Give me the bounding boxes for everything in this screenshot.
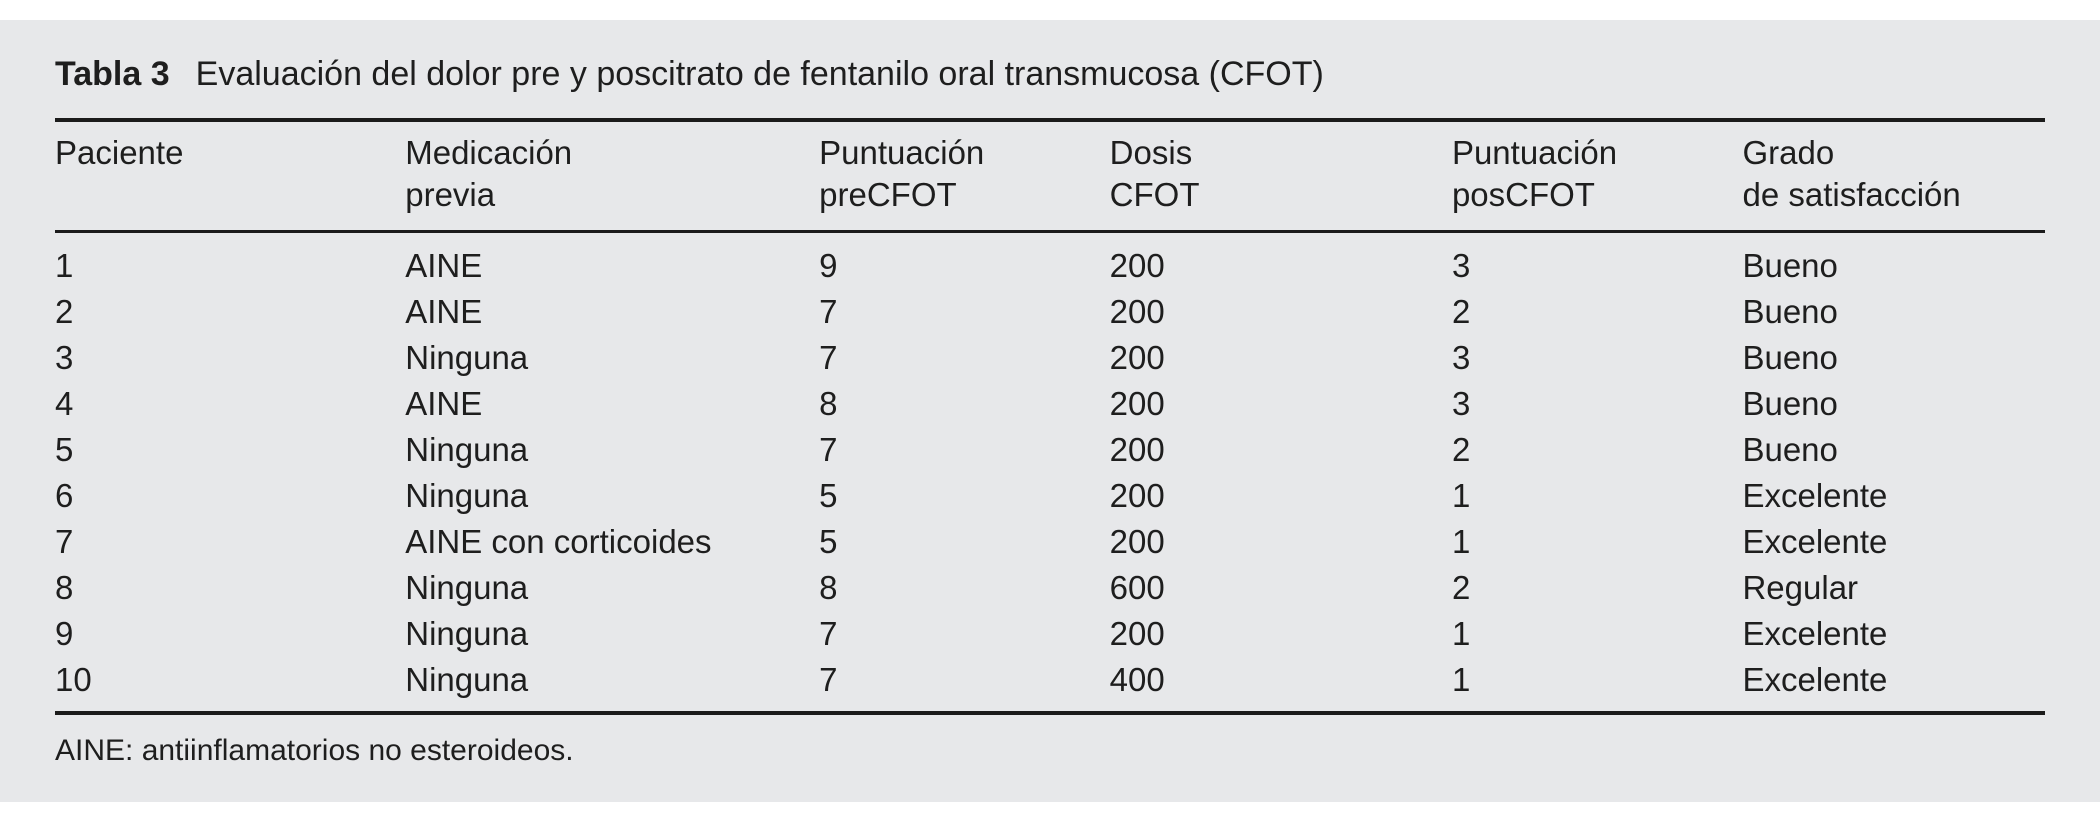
cell-grado-satisfaccion: Bueno [1742, 293, 1838, 330]
cell-paciente: 2 [55, 293, 74, 330]
cell-paciente: 8 [55, 569, 74, 606]
cell-puntuacion-poscfot: 2 [1451, 569, 1471, 606]
cell-puntuacion-precfot: 9 [819, 247, 838, 284]
cell-paciente: 4 [55, 385, 74, 422]
cell-puntuacion-precfot: 8 [819, 569, 838, 606]
table-body: 1 AINE 9 200 3 Bueno 2 AINE 7 200 2 Bueno 3 Ninguna 7 2… [55, 232, 2045, 713]
cell-puntuacion-precfot: 5 [819, 523, 838, 560]
cell-grado-satisfaccion: Bueno [1742, 431, 1838, 468]
cell-dosis-cfot: 600 [1109, 569, 1165, 606]
cell-dosis-cfot: 200 [1109, 385, 1165, 422]
cell-paciente: 10 [55, 661, 92, 698]
cell-dosis-cfot: 200 [1109, 247, 1165, 284]
data-table: Paciente Medicación previa Puntuación pr… [55, 118, 2045, 715]
cell-dosis-cfot: 200 [1109, 339, 1165, 376]
column-header-grado-satisfaccion: Grado de satisfacción [1742, 120, 2045, 233]
table-row: 8 Ninguna 8 600 2 Regular [55, 565, 2045, 611]
cell-dosis-cfot: 400 [1109, 661, 1165, 698]
table-row: 2 AINE 7 200 2 Bueno [55, 289, 2045, 335]
cell-dosis-cfot: 200 [1109, 431, 1165, 468]
column-header-dosis-cfot: Dosis CFOT [1109, 120, 1452, 233]
cell-medicacion-previa: Ninguna [405, 661, 529, 698]
cell-dosis-cfot: 200 [1109, 293, 1165, 330]
table-row: 7 AINE con corticoides 5 200 1 Excelente [55, 519, 2045, 565]
cell-puntuacion-poscfot: 1 [1451, 615, 1471, 652]
table-row: 9 Ninguna 7 200 1 Excelente [55, 611, 2045, 657]
cell-dosis-cfot: 200 [1109, 523, 1165, 560]
table-footnote: AINE: antiinflamatorios no esteroideos. [55, 734, 574, 767]
table-row: 1 AINE 9 200 3 Bueno [55, 232, 2045, 290]
cell-medicacion-previa: Ninguna [405, 339, 529, 376]
cell-dosis-cfot: 200 [1109, 615, 1165, 652]
cell-medicacion-previa: Ninguna [405, 615, 529, 652]
column-header-paciente: Paciente [55, 120, 406, 233]
table-row: 10 Ninguna 7 400 1 Excelente [55, 657, 2045, 713]
cell-paciente: 1 [55, 247, 74, 284]
cell-puntuacion-poscfot: 1 [1451, 661, 1471, 698]
cell-medicacion-previa: AINE con corticoides [405, 523, 712, 560]
table-row: 6 Ninguna 5 200 1 Excelente [55, 473, 2045, 519]
cell-medicacion-previa: Ninguna [405, 431, 529, 468]
cell-medicacion-previa: Ninguna [405, 477, 529, 514]
cell-puntuacion-precfot: 7 [819, 615, 838, 652]
cell-grado-satisfaccion: Bueno [1742, 247, 1838, 284]
cell-puntuacion-poscfot: 3 [1451, 339, 1471, 376]
cell-puntuacion-poscfot: 1 [1451, 523, 1471, 560]
table-row: 4 AINE 8 200 3 Bueno [55, 381, 2045, 427]
cell-puntuacion-poscfot: 3 [1451, 385, 1471, 422]
table-row: 3 Ninguna 7 200 3 Bueno [55, 335, 2045, 381]
cell-grado-satisfaccion: Excelente [1742, 523, 1888, 560]
cell-puntuacion-poscfot: 1 [1451, 477, 1471, 514]
cell-paciente: 7 [55, 523, 74, 560]
table-header-row: Paciente Medicación previa Puntuación pr… [55, 120, 2045, 233]
cell-puntuacion-precfot: 7 [819, 339, 838, 376]
table-panel: Tabla 3 Evaluación del dolor pre y poscit… [0, 20, 2100, 802]
cell-puntuacion-poscfot: 2 [1451, 293, 1471, 330]
cell-grado-satisfaccion: Bueno [1742, 339, 1838, 376]
cell-grado-satisfaccion: Excelente [1742, 661, 1888, 698]
column-header-medicacion-previa: Medicación previa [405, 120, 820, 233]
table-title: Evaluación del dolor pre y poscitrato de… [195, 55, 1324, 93]
cell-puntuacion-precfot: 8 [819, 385, 838, 422]
cell-paciente: 6 [55, 477, 74, 514]
cell-puntuacion-poscfot: 3 [1451, 247, 1471, 284]
cell-puntuacion-precfot: 7 [819, 431, 838, 468]
cell-medicacion-previa: AINE [405, 385, 483, 422]
table-caption: Tabla 3 Evaluación del dolor pre y poscit… [55, 20, 2045, 118]
table-number-label: Tabla 3 [55, 55, 170, 93]
cell-paciente: 9 [55, 615, 74, 652]
cell-puntuacion-precfot: 7 [819, 293, 838, 330]
column-header-puntuacion-poscfot: Puntuación posCFOT [1451, 120, 1743, 233]
cell-puntuacion-poscfot: 2 [1451, 431, 1471, 468]
cell-medicacion-previa: AINE [405, 293, 483, 330]
cell-puntuacion-precfot: 7 [819, 661, 838, 698]
table-row: 5 Ninguna 7 200 2 Bueno [55, 427, 2045, 473]
cell-dosis-cfot: 200 [1109, 477, 1165, 514]
cell-puntuacion-precfot: 5 [819, 477, 838, 514]
cell-medicacion-previa: Ninguna [405, 569, 529, 606]
cell-paciente: 5 [55, 431, 74, 468]
cell-grado-satisfaccion: Regular [1742, 569, 1859, 606]
table-header: Paciente Medicación previa Puntuación pr… [55, 120, 2045, 233]
cell-grado-satisfaccion: Excelente [1742, 477, 1888, 514]
cell-grado-satisfaccion: Excelente [1742, 615, 1888, 652]
column-header-puntuacion-precfot: Puntuación preCFOT [819, 120, 1110, 233]
cell-grado-satisfaccion: Bueno [1742, 385, 1838, 422]
cell-medicacion-previa: AINE [405, 247, 483, 284]
cell-paciente: 3 [55, 339, 74, 376]
